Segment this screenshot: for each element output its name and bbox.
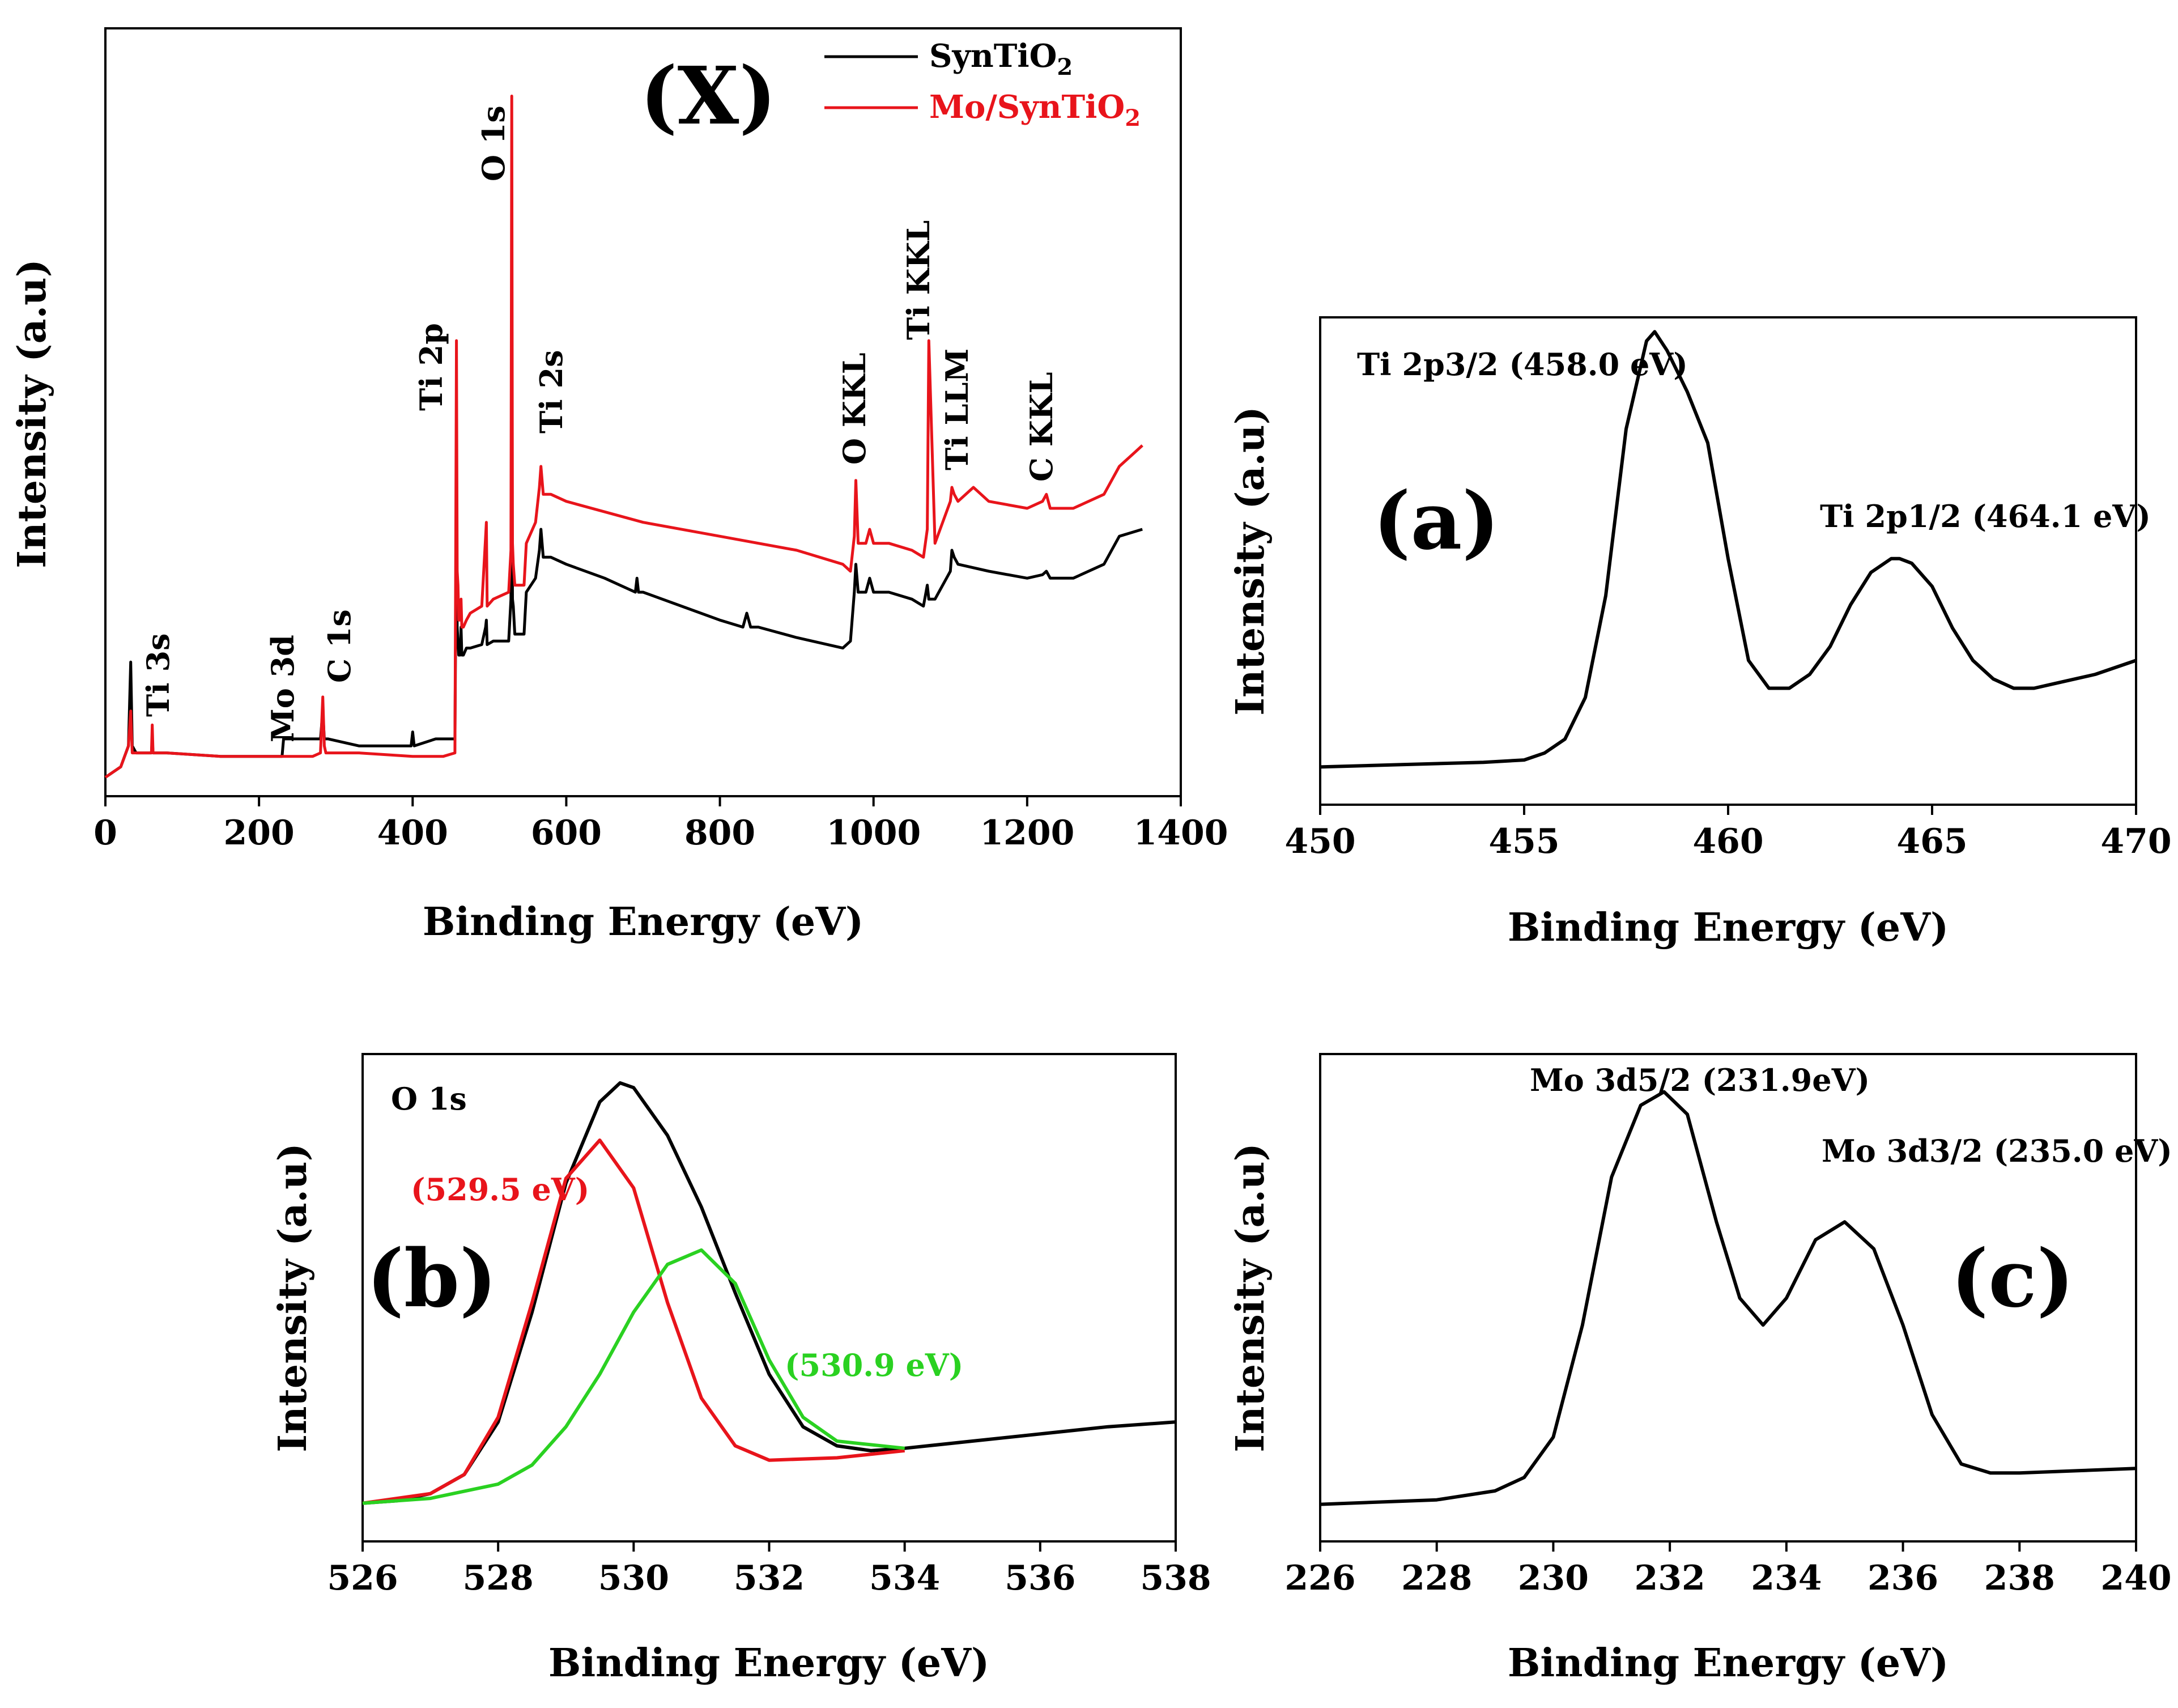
- peak-label-c-kkl: C KKL: [1023, 372, 1060, 482]
- peak-label-530-9: (530.9 eV): [785, 1347, 963, 1383]
- x-tick-label: 230: [1518, 1558, 1589, 1598]
- x-tick-label: 234: [1751, 1558, 1822, 1598]
- x-tick-label: 530: [598, 1558, 669, 1598]
- peak-label-o-1s: O 1s: [475, 105, 512, 181]
- x-tick-label: 534: [869, 1558, 940, 1598]
- x-tick-label: 450: [1284, 822, 1355, 861]
- x-tick-label: 1400: [1134, 813, 1228, 853]
- series-line-530-9-ev-component: [362, 1248, 905, 1505]
- y-axis-label: Intensity (a.u): [270, 1143, 316, 1452]
- x-tick-label: 1000: [826, 813, 921, 853]
- panel-subtitle: O 1s: [391, 1081, 467, 1117]
- x-tick-label: 470: [2100, 822, 2171, 861]
- x-tick-label: 538: [1140, 1558, 1211, 1598]
- x-tick-label: 600: [531, 813, 602, 853]
- y-axis-label: Intensity (a.u): [10, 259, 55, 568]
- panel-label: (c): [1951, 1233, 2074, 1325]
- panel-c-mo-3d-chart: 226 228 230 232 234 236 238 240 (c) Binding Ene…: [1228, 1053, 2172, 1686]
- x-tick-label: 526: [327, 1558, 398, 1598]
- peak-label-ti-3s: Ti 3s: [140, 634, 176, 717]
- plot-frame: [104, 27, 1182, 797]
- peak-label-ti-kkl: Ti KKL: [900, 220, 937, 340]
- peak-label-ti-2p: Ti 2p: [413, 323, 449, 411]
- legend-label-syntio2: SynTiO2: [929, 37, 1073, 80]
- x-tick-label: 226: [1284, 1558, 1355, 1598]
- peak-label-mo-3d3-2: Mo 3d3/2 (235.0 eV): [1822, 1133, 2172, 1169]
- series-line-mo-syntio2: [104, 95, 1143, 779]
- panel-label: (a): [1373, 475, 1499, 568]
- x-tick-label: 228: [1401, 1558, 1472, 1598]
- peak-label-ti-llm: Ti LLM: [939, 349, 975, 470]
- legend: SynTiO2 Mo/SynTiO2: [824, 37, 1141, 131]
- x-tick-label: 800: [684, 813, 755, 853]
- x-axis-label: Binding Energy (eV): [1508, 905, 1949, 950]
- x-tick-label: 200: [224, 813, 295, 853]
- y-axis-label: Intensity (a.u): [1228, 406, 1273, 716]
- panel-a-ti-2p-chart: 450 455 460 465 470 (a) Binding Energy (eV) …: [1228, 316, 2172, 950]
- series-line-529-5-ev-component: [362, 1138, 905, 1505]
- x-tick-label: 232: [1635, 1558, 1705, 1598]
- x-axis-label: Binding Energy (eV): [1508, 1641, 1949, 1686]
- x-tick-label: 1200: [980, 813, 1074, 853]
- peak-label-529-5: (529.5 eV): [411, 1171, 589, 1208]
- series-line-mo-3d: [1320, 1090, 2137, 1506]
- peak-label-ti-2p3-2: Ti 2p3/2 (458.0 eV): [1357, 346, 1688, 383]
- peak-label-o-kkl: O KKL: [836, 352, 873, 465]
- x-tick-label: 532: [734, 1558, 805, 1598]
- x-axis-label: Binding Energy (eV): [423, 899, 863, 945]
- series-line-ti-2p: [1320, 330, 2137, 769]
- x-tick-label: 0: [93, 813, 117, 853]
- peak-label-mo-3d: Mo 3d: [265, 635, 301, 742]
- x-tick-label: 460: [1692, 822, 1763, 861]
- panel-label: (b): [367, 1233, 497, 1325]
- plot-frame: [1319, 1053, 2137, 1543]
- peak-label-c-1s: C 1s: [321, 609, 358, 683]
- panel-label: (X): [640, 50, 776, 143]
- panel-X-survey-chart: 0 200 400 600 800 1000 1200 1400 (X) Binding En…: [10, 27, 1228, 945]
- y-axis-label: Intensity (a.u): [1228, 1143, 1273, 1452]
- legend-label-mo-syntio2: Mo/SynTiO2: [929, 88, 1141, 131]
- peak-labels: Ti 3s Mo 3d C 1s Ti 2p O 1s Ti 2s O KKL …: [140, 105, 1060, 742]
- x-axis-label: Binding Energy (eV): [548, 1641, 989, 1686]
- peak-label-mo-3d5-2: Mo 3d5/2 (231.9eV): [1530, 1062, 1870, 1098]
- x-tick-label: 400: [377, 813, 448, 853]
- series-line-syntio2: [104, 388, 1143, 779]
- panel-b-o-1s-chart: 526 528 530 532 534 536 538 (b) Binding Energy…: [270, 1053, 1211, 1686]
- x-tick-label: 465: [1896, 822, 1967, 861]
- x-tick-label: 240: [2100, 1558, 2171, 1598]
- x-tick-label: 536: [1005, 1558, 1075, 1598]
- peak-label-ti-2s: Ti 2s: [533, 350, 569, 434]
- x-tick-label: 238: [1984, 1558, 2055, 1598]
- peak-label-ti-2p1-2: Ti 2p1/2 (464.1 eV): [1820, 498, 2151, 534]
- x-tick-label: 455: [1488, 822, 1559, 861]
- x-tick-label: 528: [463, 1558, 534, 1598]
- x-tick-label: 236: [1868, 1558, 1938, 1598]
